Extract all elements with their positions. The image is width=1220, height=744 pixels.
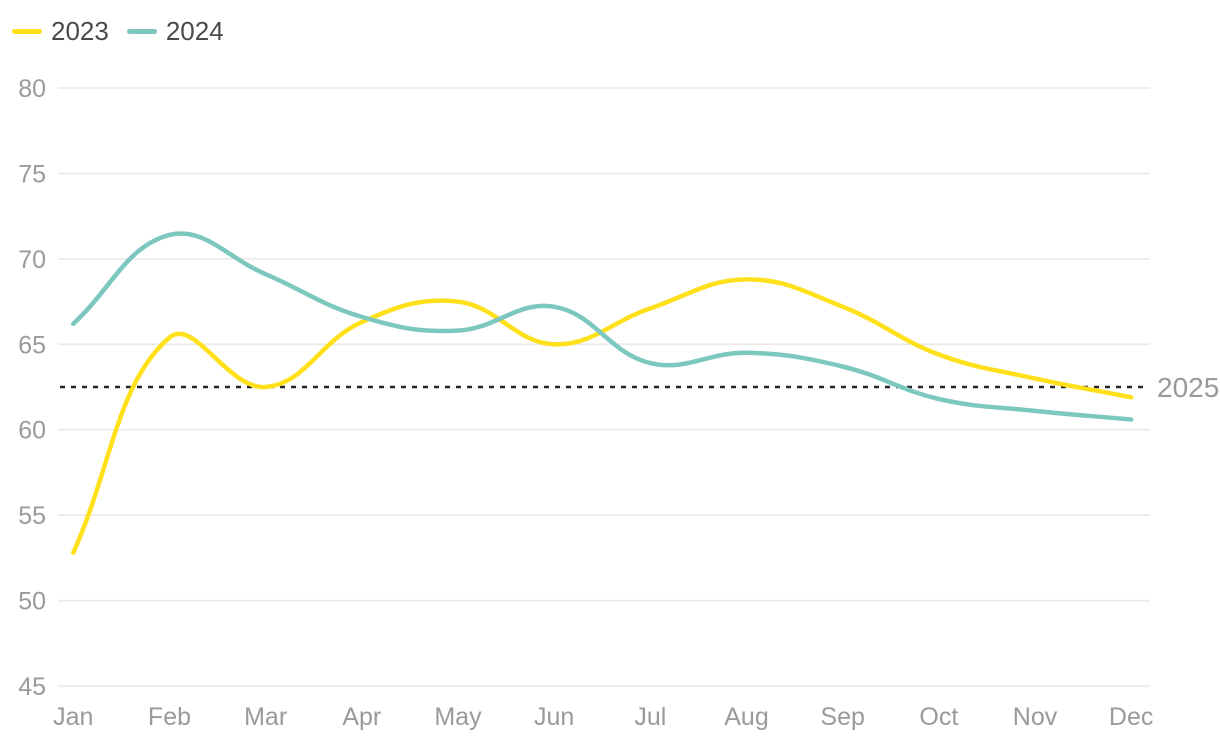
legend-label-2024: 2024 xyxy=(165,16,224,46)
x-tick-label: Mar xyxy=(244,703,287,731)
y-tick-label: 60 xyxy=(18,417,46,445)
y-tick-label: 70 xyxy=(18,246,46,274)
x-tick-label: Aug xyxy=(724,703,768,731)
legend-item-2024[interactable]: 2024 xyxy=(126,16,224,46)
series-line-2024 xyxy=(71,231,1134,422)
legend: 2023 2024 xyxy=(12,18,224,44)
x-tick-label: Sep xyxy=(820,703,864,731)
series-line-2023 xyxy=(71,277,1134,555)
x-tick-label: Jul xyxy=(634,703,666,731)
x-tick-label: Dec xyxy=(1109,703,1153,731)
x-tick-label: Jun xyxy=(534,703,574,731)
y-tick-label: 50 xyxy=(18,588,46,616)
y-tick-label: 80 xyxy=(18,75,46,103)
target-label-2025: 2025 xyxy=(1157,372,1219,403)
y-tick-label: 45 xyxy=(18,673,46,701)
legend-item-2023[interactable]: 2023 xyxy=(12,18,109,44)
legend-swatch-2023 xyxy=(12,28,42,34)
y-tick-label: 75 xyxy=(18,160,46,188)
x-tick-label: Feb xyxy=(148,703,191,731)
legend-swatch-2024 xyxy=(126,28,157,34)
y-tick-label: 55 xyxy=(18,502,46,530)
x-tick-label: May xyxy=(434,703,482,731)
x-tick-label: Nov xyxy=(1013,703,1058,731)
x-tick-label: Oct xyxy=(919,703,958,731)
y-tick-label: 65 xyxy=(18,331,46,359)
x-tick-label: Apr xyxy=(342,703,381,731)
legend-label-2023: 2023 xyxy=(51,16,109,46)
x-tick-label: Jan xyxy=(53,703,93,731)
